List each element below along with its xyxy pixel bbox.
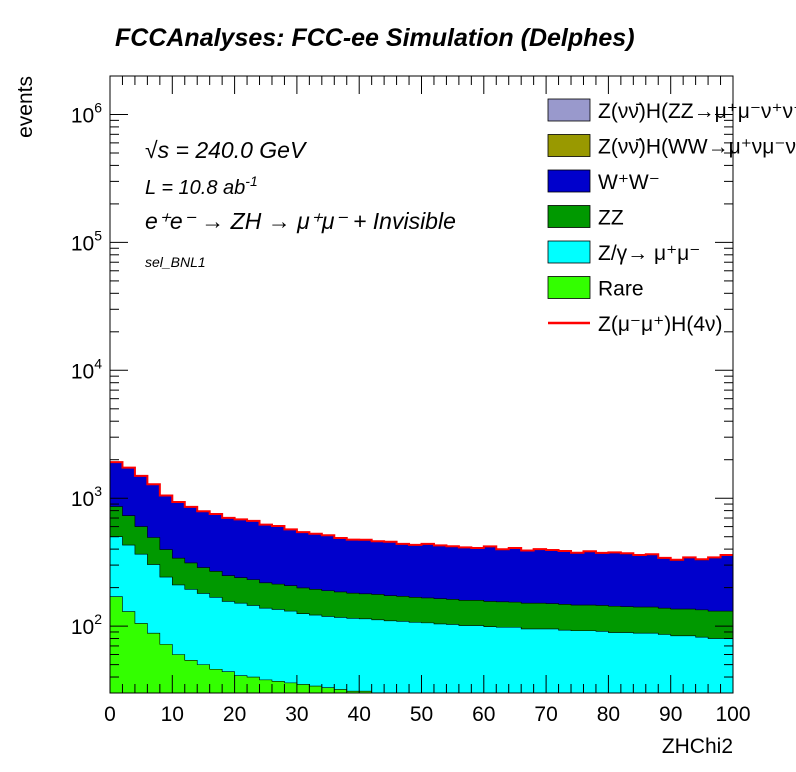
x-axis-label: ZHChi2	[662, 735, 733, 758]
chart-title: FCCAnalyses: FCC-ee Simulation (Delphes)	[115, 24, 635, 52]
process-annotation: e⁺e⁻ → ZH → μ⁺μ⁻ + Invisible	[145, 208, 456, 234]
legend-swatch	[547, 205, 591, 228]
y-tick-label: 103	[71, 483, 102, 511]
stack-area-z	[109, 536, 734, 694]
x-tick-label: 90	[659, 703, 682, 726]
y-tick-exponent: 2	[94, 611, 102, 627]
x-tick-label: 10	[161, 703, 184, 726]
x-axis-ticks: 0 10 20 30 40 50 60 70 80 90 100	[104, 76, 751, 726]
legend-swatch	[547, 169, 591, 193]
legend-label: W⁺W⁻	[598, 171, 660, 194]
x-tick-label: 80	[597, 703, 620, 726]
y-tick-base: 10	[71, 616, 94, 639]
legend-swatch	[547, 240, 591, 264]
y-tick-base: 10	[71, 488, 94, 511]
annotations: √s = 240.0 GeV L = 10.8 ab-1 e⁺e⁻ → ZH →…	[145, 137, 456, 270]
legend-label: Z(μ⁻μ⁺)H(4ν)	[598, 313, 723, 336]
lumi-text: L = 10.8 ab	[145, 177, 245, 199]
y-tick-exponent: 3	[94, 483, 102, 499]
x-tick-label: 50	[410, 703, 433, 726]
legend-label: ZZ	[598, 207, 624, 230]
x-tick-label: 100	[715, 703, 750, 726]
y-tick-exponent: 4	[94, 355, 102, 371]
legend-swatch	[547, 134, 591, 157]
legend-swatch	[547, 98, 591, 122]
x-tick-label: 20	[223, 703, 246, 726]
y-tick-label: 106	[71, 100, 102, 128]
legend: Z(νν̄)H(ZZ→μ⁺μ⁻ν⁺ν⁻) Z(νν̄)H(WW→μ⁺νμ⁻ν) W⁺…	[547, 98, 796, 336]
y-tick-label: 105	[71, 227, 102, 255]
lumi-exponent: -1	[245, 173, 257, 189]
y-tick-label: 102	[71, 611, 102, 639]
y-tick-exponent: 5	[94, 227, 102, 243]
lumi-annotation: L = 10.8 ab-1	[145, 173, 258, 199]
energy-annotation: √s = 240.0 GeV	[145, 137, 308, 163]
y-tick-label: 104	[71, 355, 102, 383]
x-tick-label: 30	[285, 703, 308, 726]
y-tick-base: 10	[71, 105, 94, 128]
x-tick-label: 60	[472, 703, 495, 726]
x-tick-label: 0	[104, 703, 116, 726]
legend-label: Z(νν̄)H(ZZ→μ⁺μ⁻ν⁺ν⁻)	[598, 100, 796, 123]
legend-label: Rare	[598, 278, 644, 301]
x-tick-label: 40	[348, 703, 371, 726]
y-tick-base: 10	[71, 232, 94, 255]
legend-label: Z/γ→ μ⁺μ⁻	[598, 242, 700, 265]
signal-line-layer	[110, 461, 733, 561]
legend-label: Z(νν̄)H(WW→μ⁺νμ⁻ν)	[598, 136, 796, 159]
legend-swatch	[547, 276, 591, 299]
y-tick-exponent: 6	[94, 100, 102, 116]
y-axis-label: events	[14, 76, 37, 138]
y-tick-base: 10	[71, 360, 94, 383]
selection-annotation: sel_BNL1	[145, 254, 206, 270]
signal-line	[110, 461, 733, 561]
energy-value: = 240.0 GeV	[169, 137, 308, 163]
energy-sqrt-symbol: √s	[145, 137, 170, 163]
x-tick-label: 70	[534, 703, 557, 726]
